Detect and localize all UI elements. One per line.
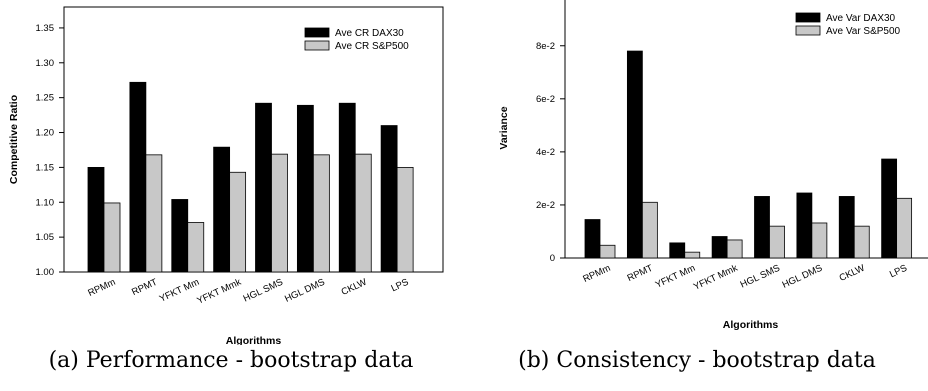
bar-series-1 bbox=[296, 104, 314, 273]
x-tick-label: CKLW bbox=[340, 277, 369, 298]
bar-series-2 bbox=[853, 225, 870, 259]
bar-series-1 bbox=[711, 236, 728, 259]
bar-series-1 bbox=[87, 166, 105, 273]
x-axis-title: Algorithms bbox=[723, 319, 779, 331]
bar-series-1 bbox=[796, 192, 813, 259]
bar-series-2 bbox=[811, 222, 828, 259]
legend-label: Ave CR S&P500 bbox=[335, 41, 409, 52]
bar-series-1 bbox=[626, 50, 643, 259]
bar-series-1 bbox=[129, 81, 147, 273]
legend-swatch bbox=[304, 27, 330, 38]
caption-b: (b) Consistency - bootstrap data bbox=[518, 348, 876, 373]
y-tick-label: 1.15 bbox=[36, 162, 55, 173]
legend-swatch bbox=[795, 25, 821, 36]
bar-series-2 bbox=[312, 154, 330, 273]
bar-series-2 bbox=[229, 171, 247, 273]
bar-series-1 bbox=[754, 196, 770, 259]
x-tick-label: RPMm bbox=[86, 277, 117, 299]
y-tick-label: 4e-2 bbox=[536, 147, 555, 158]
y-tick-label: 2e-2 bbox=[536, 200, 555, 211]
performance-chart: 1.00 1.05 1.10 1.15 1.20 1.25 1.30 1.35 RPMm RPMT… bbox=[8, 6, 444, 345]
x-tick-label: HGL SMS bbox=[739, 263, 782, 291]
y-tick-label: 1.10 bbox=[36, 197, 55, 208]
x-tick-label: RPMm bbox=[581, 263, 612, 285]
y-tick-label: 1.00 bbox=[36, 267, 55, 278]
bar-series-1 bbox=[584, 219, 601, 259]
y-tick-label: 0 bbox=[550, 253, 555, 264]
legend-label: Ave Var S&P500 bbox=[826, 26, 901, 37]
bar-series-1 bbox=[881, 158, 898, 259]
bar-series-2 bbox=[726, 239, 743, 259]
bar-series-2 bbox=[103, 202, 121, 273]
bar-series-1 bbox=[838, 196, 855, 259]
bar-series-2 bbox=[599, 244, 616, 259]
chart-panel-performance: 1.00 1.05 1.10 1.15 1.20 1.25 1.30 1.35 RPMm RPMT… bbox=[0, 0, 462, 391]
bar-series-1 bbox=[338, 102, 356, 273]
legend-label: Ave CR DAX30 bbox=[335, 28, 404, 39]
bar-series-2 bbox=[769, 225, 785, 259]
bar-series-1 bbox=[380, 125, 398, 273]
plot-frame bbox=[63, 6, 444, 273]
x-tick-label: YFKT Mmk bbox=[195, 277, 243, 307]
y-axis-title: Competitive Ratio bbox=[8, 95, 20, 184]
bar-series-2 bbox=[187, 222, 205, 273]
x-tick-label: HGL DMS bbox=[283, 277, 327, 305]
x-tick-label: HGL SMS bbox=[242, 277, 285, 305]
y-axis-title: Variance bbox=[498, 106, 510, 149]
bar-series-2 bbox=[354, 153, 372, 273]
x-tick-label: RPMT bbox=[626, 263, 655, 284]
x-tick-label: YFKT Mm bbox=[158, 277, 201, 305]
bar-series-2 bbox=[896, 197, 913, 259]
x-tick-label: RPMT bbox=[130, 277, 159, 298]
y-tick-label: 6e-2 bbox=[536, 94, 555, 105]
x-tick-label: LPS bbox=[389, 277, 410, 295]
caption-a: (a) Performance - bootstrap data bbox=[48, 348, 414, 373]
bar-series-1 bbox=[213, 146, 231, 273]
x-tick-label: CKLW bbox=[838, 263, 867, 284]
bar-series-1 bbox=[255, 102, 272, 273]
legend-swatch bbox=[795, 12, 821, 23]
x-tick-label: YFKT Mm bbox=[654, 263, 697, 291]
plot-frame bbox=[564, 0, 928, 259]
y-tick-label: 8e-2 bbox=[536, 41, 555, 52]
bar-series-2 bbox=[271, 153, 288, 273]
bar-series-1 bbox=[669, 242, 686, 259]
legend-swatch bbox=[304, 40, 330, 51]
y-tick-label: 1.05 bbox=[36, 232, 55, 243]
legend-label: Ave Var DAX30 bbox=[826, 13, 896, 24]
x-tick-label: LPS bbox=[888, 263, 909, 281]
y-tick-label: 1.30 bbox=[36, 58, 55, 69]
chart-panel-consistency: 0 2e-2 4e-2 6e-2 8e-2 RPMm RPMT YFKT Mm YFKT Mmk… bbox=[466, 0, 928, 391]
x-tick-label: YFKT Mmk bbox=[692, 263, 740, 293]
x-tick-label: HGL DMS bbox=[781, 263, 825, 291]
y-tick-label: 1.35 bbox=[36, 23, 55, 34]
bar-series-2 bbox=[684, 251, 701, 259]
bar-series-2 bbox=[396, 166, 414, 273]
y-tick-label: 1.25 bbox=[36, 93, 55, 104]
x-axis-title: Algorithms bbox=[226, 335, 282, 345]
bar-series-2 bbox=[145, 154, 163, 273]
bar-series-1 bbox=[171, 199, 189, 273]
y-tick-label: 1.20 bbox=[36, 128, 55, 139]
bar-series-2 bbox=[641, 201, 658, 259]
